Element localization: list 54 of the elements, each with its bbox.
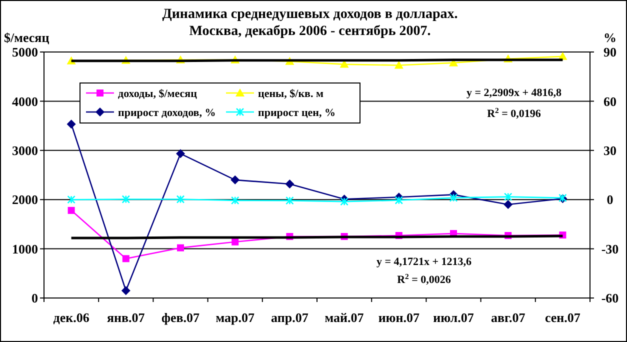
point — [122, 255, 130, 262]
point — [449, 194, 458, 202]
y-tick-label: 3000 — [12, 142, 38, 158]
x-tick-label: май.07 — [324, 310, 364, 325]
annotation: R$^{2}$ = 0,0196 — [487, 106, 542, 120]
x-tick-label: июл.07 — [433, 310, 474, 325]
y-tick-label: 4000 — [12, 94, 38, 109]
y2-tick-label: 60 — [604, 94, 616, 109]
x-tick-label: июн.07 — [378, 310, 420, 325]
point — [68, 206, 75, 214]
x-tick-label: авг.07 — [490, 310, 526, 325]
annotation: y = 2,2909x + 4816,8 — [466, 87, 562, 99]
x-tick-label: мар.07 — [216, 310, 255, 325]
point — [177, 244, 184, 252]
legend-label: цены, $/кв. м — [258, 88, 324, 100]
y-tick-label: 0 — [32, 290, 38, 306]
point — [121, 286, 130, 296]
point — [286, 196, 294, 205]
x-tick-label: янв.07 — [107, 310, 146, 325]
point — [449, 58, 458, 66]
y2-tick-label: -60 — [601, 290, 619, 306]
point — [66, 120, 76, 129]
chart-title: Динамика среднедушевых доходов в долларах. Москва, декабрь 2006 - сентябрь 2007. — [161, 6, 459, 40]
y2-axis-title: % — [604, 30, 616, 45]
x-tick-label: сен.07 — [544, 310, 581, 325]
point — [176, 195, 185, 204]
y-tick-label: 5000 — [12, 44, 38, 60]
y-axis-title: $/месяц — [4, 30, 50, 45]
y2-tick-label: 0 — [606, 192, 614, 208]
point — [67, 195, 76, 204]
point — [394, 60, 404, 69]
point — [504, 192, 512, 201]
point — [230, 196, 240, 205]
legend-label: доходы, $/месяц — [118, 88, 198, 100]
point — [122, 195, 130, 204]
point — [394, 196, 404, 204]
point — [232, 238, 239, 246]
legend-label: прирост доходов, % — [118, 106, 216, 119]
y-tick-label: 2000 — [12, 192, 38, 208]
annotation: R$^{2}$ = 0,0026 — [397, 272, 452, 286]
point — [230, 175, 240, 184]
legend-label: прирост цен, % — [258, 106, 336, 119]
y2-tick-label: -30 — [601, 241, 619, 256]
y-tick-label: 1000 — [12, 241, 38, 256]
y2-tick-label: 90 — [604, 44, 616, 60]
x-tick-label: фев.07 — [161, 310, 200, 325]
point — [285, 180, 294, 189]
x-tick-label: апр.07 — [271, 310, 309, 325]
point — [340, 197, 348, 206]
point — [176, 149, 185, 158]
annotation: y = 4,1721x + 1213,6 — [376, 256, 472, 268]
point — [504, 200, 513, 210]
y2-tick-label: 30 — [604, 142, 616, 158]
x-tick-label: дек.06 — [53, 310, 90, 325]
